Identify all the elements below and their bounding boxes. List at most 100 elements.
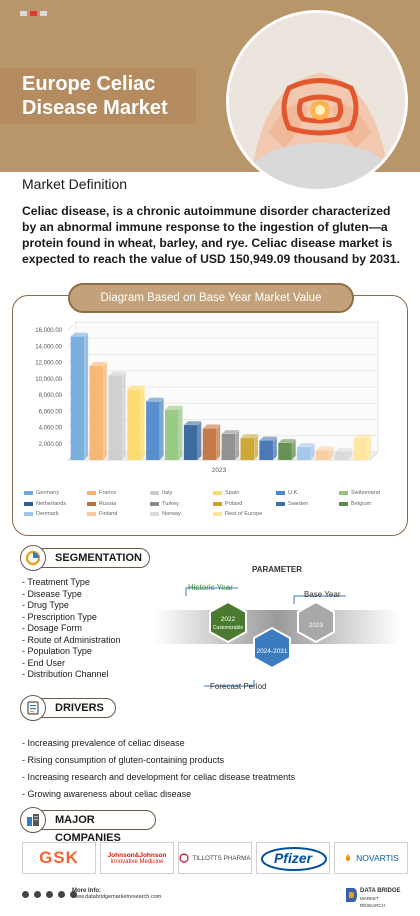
hex-base: 2023 [308,622,324,629]
y-tick-label: 10,000.00 [35,377,62,383]
driver-item: Increasing prevalence of celiac disease [22,735,295,752]
jnj-logo-line2: Innovative Medicine [110,858,164,865]
companies-heading: MAJOR COMPANIES [24,810,156,844]
page-title-line1: Europe Celiac [22,73,156,95]
title-backdrop [0,68,196,124]
page-title-line2: Disease Market [22,97,168,119]
header-dot [20,11,27,16]
segmentation-item: End User [22,658,121,670]
hero-image [226,10,408,192]
company-logos: GSK Johnson&Johnson Innovative Medicine … [22,842,412,876]
chart-legend: Germany France Italy Spain U.K. Switzerland Ne… [24,488,404,520]
driver-item: Growing awareness about celiac disease [22,786,295,803]
novartis-flame-icon [345,854,351,861]
legend-item: Italy [150,488,213,499]
bar-chart: 2,000.00 4,000.00 6,000.00 8,000.00 10,000.0… [35,321,380,474]
drivers-icon [20,695,46,721]
driver-item: Increasing research and development for … [22,769,296,786]
legend-swatch [276,491,285,496]
legend-item: Netherlands [24,499,87,510]
legend-label: Denmark [36,511,59,518]
forecast-period-label: Forecast Period [210,682,267,691]
market-definition-text: Celiac disease, is a chronic autoimmune … [22,204,400,266]
legend-swatch [339,491,348,496]
legend-swatch [87,491,96,496]
hex-historic-year: 2022 [220,616,236,623]
hex-forecast: 2024-2031 [256,648,288,655]
companies-icon [20,807,46,833]
legend-item: Finland [87,509,150,520]
brand-line2: MARKET RESEARCH [360,896,386,908]
legend-item: Rest of Europe [213,509,276,520]
gsk-logo: GSK [22,842,96,874]
social-icon[interactable] [46,891,53,898]
y-tick-label: 14,000.00 [35,344,62,350]
segmentation-item: Prescription Type [22,612,121,624]
brand-line1: DATA BRIDGE [360,888,401,894]
legend-label: Norway [162,511,181,518]
hex-historic-note: Customizable [212,625,244,631]
chart-gridline [67,321,378,331]
pfizer-logo-text: Pfizer [273,850,313,866]
bar-poland [240,433,259,461]
footer-url[interactable]: www.databridgemarketresearch.com [72,894,162,900]
social-icon[interactable] [70,891,77,898]
more-info-label: More Info: [72,888,101,894]
tillotts-logo-text: TILLOTTS PHARMA [192,854,251,862]
legend-label: Spain [225,490,240,497]
bar-rest-of-europe [353,433,372,461]
segmentation-item: Disease Type [22,589,121,601]
legend-label: Turkey [162,500,179,507]
y-tick-label: 6,000.00 [39,409,63,415]
bar-italy [108,371,127,461]
header-dot [40,11,47,16]
segmentation-item: Population Type [22,646,121,658]
segmentation-item: Treatment Type [22,577,121,589]
legend-item: Russia [87,499,150,510]
legend-swatch [87,501,96,506]
legend-item: Poland [213,499,276,510]
legend-label: Sweden [288,500,309,507]
gsk-logo-text: GSK [39,848,79,867]
footer: More Info: www.databridgemarketresearch.… [0,880,420,916]
jnj-logo-line1: Johnson&Johnson [107,851,167,859]
legend-label: Italy [162,490,173,497]
legend-item: Norway [150,509,213,520]
legend-swatch [213,512,222,517]
x-axis-category-label: 2023 [212,467,227,474]
legend-label: Belgium [351,500,372,507]
social-icon[interactable] [22,891,29,898]
base-year-label: Base Year [304,590,341,599]
segmentation-item: Dosage Form [22,623,121,635]
social-icon[interactable] [34,891,41,898]
abdomen-illustration [229,13,405,189]
parameter-title: PARAMETER [251,565,303,574]
companies-title: MAJOR COMPANIES [55,814,121,844]
segmentation-heading: SEGMENTATION [24,548,150,568]
tillotts-logo: TILLOTTS PHARMA [178,842,252,874]
bar-belgium [277,438,297,461]
legend-swatch [213,491,222,496]
legend-item: U.K. [276,488,339,499]
segmentation-title: SEGMENTATION [55,552,142,564]
legend-label: Switzerland [351,490,380,497]
chart-section-title: Diagram Based on Base Year Market Value [68,283,354,313]
legend-row: Germany France Italy Spain U.K. Switzerland [24,488,404,499]
drivers-title: DRIVERS [55,702,104,714]
legend-label: Russia [99,500,117,507]
legend-label: U.K. [288,490,299,497]
drivers-list: Increasing prevalence of celiac diseaseR… [22,735,296,803]
y-tick-label: 12,000.00 [35,361,62,367]
legend-item: Sweden [276,499,339,510]
segmentation-item: Distribution Channel [22,669,121,681]
legend-row: Denmark Finland Norway Rest of Europe [24,509,404,520]
social-icon[interactable] [58,891,65,898]
legend-label: Germany [36,490,60,497]
bar-finland [315,445,334,461]
bar-denmark [296,442,316,461]
segmentation-icon [20,545,46,571]
legend-label: France [99,490,117,497]
bar-turkey [221,429,240,461]
header-title-block: Europe Celiac Disease Market [0,68,196,124]
footer-info: More Info: www.databridgemarketresearch.… [72,888,161,900]
